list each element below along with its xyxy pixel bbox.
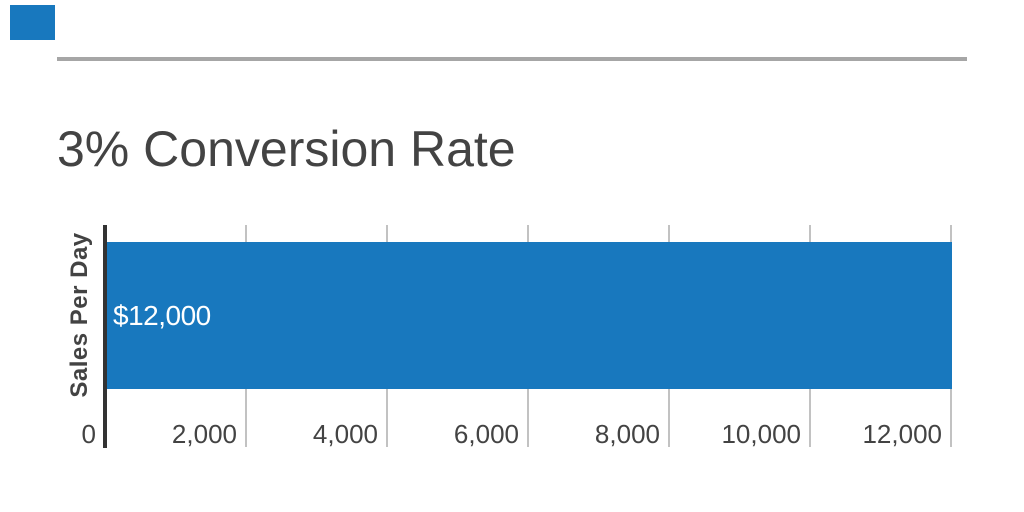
data-bar: $12,000 (107, 242, 952, 389)
x-tick-label: 2,000 (171, 419, 237, 449)
x-tick-label: 10,000 (721, 419, 801, 449)
y-axis-line (103, 225, 107, 448)
chart-title: 3% Conversion Rate (57, 121, 516, 177)
bar-value-label: $12,000 (113, 299, 211, 331)
x-tick-label: 4,000 (312, 419, 378, 449)
divider-rule (57, 57, 967, 61)
x-tick-label: 6,000 (453, 419, 519, 449)
x-tick-label: 0 (81, 419, 96, 449)
accent-square (10, 5, 55, 40)
y-axis-title: Sales Per Day (66, 232, 93, 398)
x-tick-label: 8,000 (594, 419, 660, 449)
x-tick-label: 12,000 (862, 419, 942, 449)
